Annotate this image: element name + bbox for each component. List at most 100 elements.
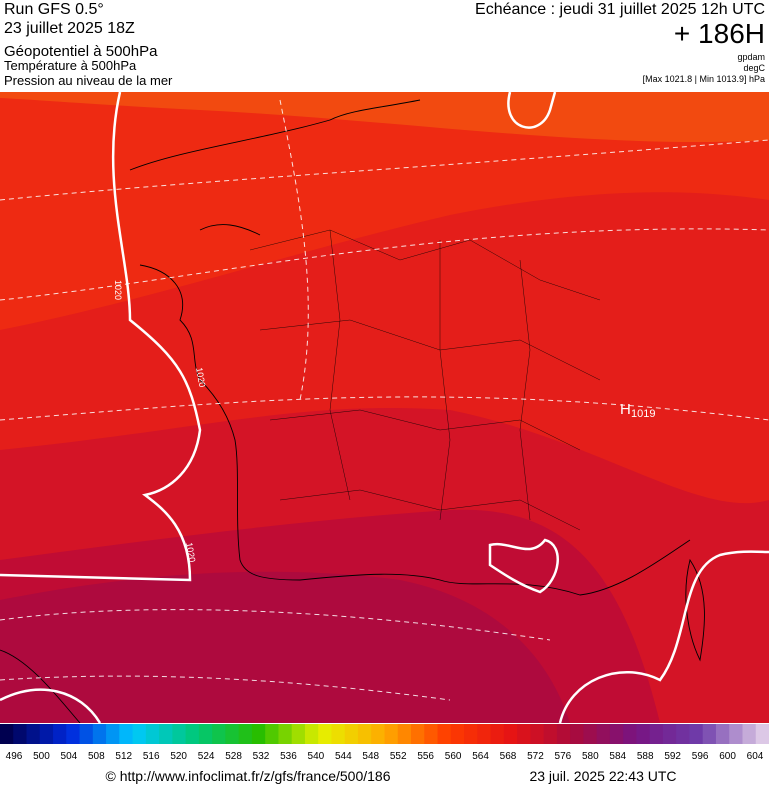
- colorbar-tick-label: 604: [747, 751, 764, 762]
- generated-date: 23 juil. 2025 22:43 UTC: [529, 768, 676, 784]
- unit: gpdam: [737, 52, 765, 62]
- colorbar-tick-label: 528: [225, 751, 242, 762]
- colorbar-swatch: [503, 724, 518, 744]
- colorbar-tick-label: 496: [6, 751, 23, 762]
- colorbar-swatch: [13, 724, 28, 744]
- colorbar-tick-label: 600: [719, 751, 736, 762]
- colorbar-swatch: [132, 724, 147, 744]
- valid-time: Echéance : jeudi 31 juillet 2025 12h UTC: [475, 1, 765, 18]
- colorbar-tick-label: 572: [527, 751, 544, 762]
- colorbar-tick-label: 532: [253, 751, 270, 762]
- colorbar-swatch: [119, 724, 134, 744]
- colorbar-tick-label: 536: [280, 751, 297, 762]
- colorbar-swatch: [517, 724, 531, 744]
- colorbar-tick-label: 560: [445, 751, 462, 762]
- colorbar-swatch: [66, 724, 81, 744]
- colorbar-swatch: [265, 724, 279, 744]
- colorbar-tick-label: 576: [555, 751, 572, 762]
- field-band: [0, 92, 769, 143]
- colorbar-swatch: [662, 724, 677, 744]
- colorbar-swatch: [490, 724, 505, 744]
- colorbar-swatch: [477, 724, 492, 744]
- colorbar: 496 500 504 508 512 516 520 524 528 532 536 540 544 5…: [0, 724, 769, 762]
- colorbar-swatch: [318, 724, 332, 744]
- unit: degC: [743, 63, 765, 73]
- colorbar-swatch: [437, 724, 452, 744]
- lead-time: + 186H: [674, 18, 765, 49]
- colorbar-swatch: [198, 724, 213, 744]
- colorbar-tick-label: 588: [637, 751, 654, 762]
- high-letter: H: [620, 401, 631, 418]
- colorbar-swatch: [357, 724, 372, 744]
- isobar: [0, 92, 769, 723]
- colorbar-swatch: [596, 724, 611, 744]
- colorbar-swatch: [92, 724, 107, 744]
- colorbar-tick-label: 516: [143, 751, 160, 762]
- field-band: [0, 571, 570, 723]
- colorbar-swatch: [411, 724, 425, 744]
- colorbar-swatch: [39, 724, 54, 744]
- isobar-label: 1020: [184, 542, 197, 563]
- colorbar-swatch: [424, 724, 439, 744]
- colorbar-tick-label: 524: [198, 751, 215, 762]
- field: Géopotentiel à 500hPa: [4, 43, 158, 60]
- colorbar-swatch: [331, 724, 346, 744]
- colorbar-tick-label: 592: [664, 751, 681, 762]
- colorbar-tick-label: 552: [390, 751, 407, 762]
- colorbar-swatch: [251, 724, 266, 744]
- colorbar-swatch: [159, 724, 173, 744]
- colorbar-swatch: [570, 724, 584, 744]
- field2: Température à 500hPa: [4, 58, 137, 73]
- colorbar-swatch: [53, 724, 67, 744]
- colorbar-tick-label: 548: [362, 751, 379, 762]
- colorbar-tick-label: 500: [33, 751, 50, 762]
- isobar-label: 1020: [113, 280, 123, 300]
- colorbar-swatch: [291, 724, 306, 744]
- colorbar-swatch: [212, 724, 226, 744]
- colorbar-swatch: [556, 724, 571, 744]
- colorbar-swatch: [755, 724, 769, 744]
- high-value: 1019: [631, 408, 655, 420]
- colorbar-swatch: [729, 724, 743, 744]
- colorbar-tick-label: 568: [500, 751, 517, 762]
- isobar-label: 1020: [194, 367, 207, 388]
- colorbar-swatch: [172, 724, 187, 744]
- coastline: [0, 99, 705, 723]
- colorbar-swatch: [623, 724, 637, 744]
- colorbar-tick-label: 544: [335, 751, 352, 762]
- colorbar-tick-label: 508: [88, 751, 105, 762]
- colorbar-tick-label: 520: [170, 751, 187, 762]
- colorbar-swatch: [304, 724, 319, 744]
- colorbar-swatch: [145, 724, 160, 744]
- colorbar-swatch: [676, 724, 690, 744]
- colorbar-tick-label: 556: [417, 751, 434, 762]
- isotherm: [0, 99, 769, 701]
- colorbar-tick-label: 580: [582, 751, 599, 762]
- colorbar-swatch: [543, 724, 558, 744]
- run: 23 juillet 2025 18Z: [4, 20, 135, 37]
- source-url: © http://www.infoclimat.fr/z/gfs/france/…: [106, 768, 391, 784]
- model: Run GFS 0.5°: [4, 1, 104, 18]
- colorbar-swatch: [0, 724, 14, 744]
- colorbar-swatch: [583, 724, 598, 744]
- colorbar-swatch: [464, 724, 478, 744]
- colorbar-swatch: [530, 724, 545, 744]
- colorbar-swatch: [649, 724, 664, 744]
- colorbar-swatch: [397, 724, 412, 744]
- colorbar-swatch: [689, 724, 704, 744]
- colorbar-swatch: [26, 724, 41, 744]
- colorbar-swatch: [238, 724, 253, 744]
- colorbar-swatch: [79, 724, 94, 744]
- colorbar-swatch: [278, 724, 293, 744]
- field3: Pression au niveau de la mer: [4, 73, 173, 88]
- colorbar-swatch: [225, 724, 240, 744]
- map: H 1019 1020 1020 1020: [0, 92, 769, 723]
- colorbar-tick-label: 564: [472, 751, 489, 762]
- colorbar-swatch: [702, 724, 717, 744]
- colorbar-swatch: [742, 724, 757, 744]
- colorbar-swatch: [106, 724, 120, 744]
- borders: [249, 229, 601, 531]
- colorbar-tick-label: 584: [609, 751, 626, 762]
